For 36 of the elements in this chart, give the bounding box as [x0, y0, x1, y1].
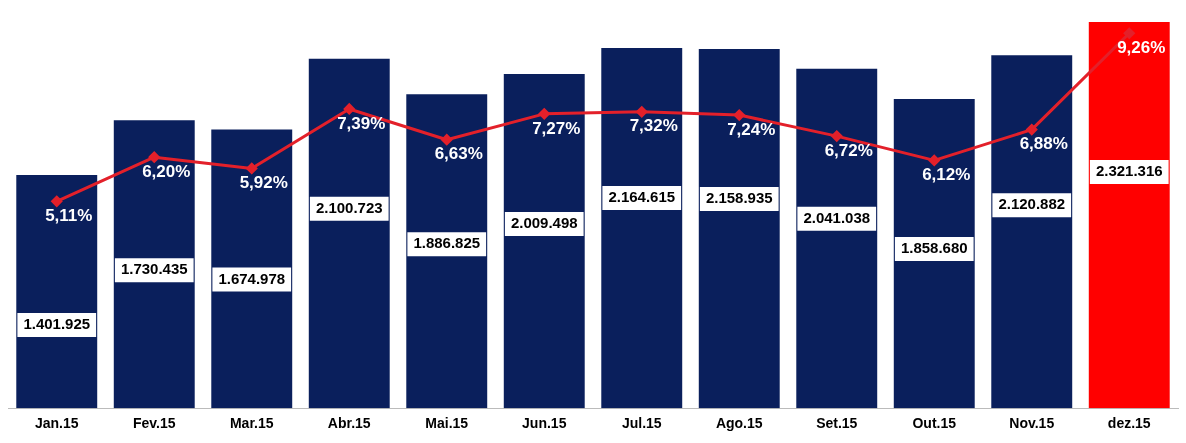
data-label: 1.730.435: [120, 260, 188, 278]
data-label: 2.041.038: [803, 208, 871, 226]
data-label: 9,26%: [1117, 37, 1166, 57]
x-tick-label: Nov.15: [1009, 415, 1055, 432]
x-tick-label: Out.15: [912, 415, 957, 432]
x-tick-label: Jul.15: [621, 415, 662, 432]
data-label: 1.674.978: [218, 269, 286, 287]
x-tick-label: Set.15: [816, 415, 858, 432]
x-tick-label: Jan.15: [34, 415, 79, 432]
data-label: 1.401.925: [23, 315, 91, 333]
x-tick-label: Jun.15: [522, 415, 567, 432]
x-tick-label: Ago.15: [715, 415, 763, 432]
x-tick-label: Fev.15: [132, 415, 176, 432]
data-label: 2.120.882: [998, 195, 1066, 213]
data-label: 6,20%: [142, 161, 191, 181]
x-tick-label: Mai.15: [425, 415, 469, 432]
data-label: 2.164.615: [608, 188, 676, 206]
data-label: 7,27%: [532, 118, 581, 138]
data-label: 2.100.723: [315, 198, 383, 216]
data-label: 7,32%: [629, 116, 678, 136]
data-label: 6,63%: [434, 144, 483, 164]
data-label: 6,88%: [1019, 134, 1068, 154]
data-label: 7,39%: [337, 113, 386, 133]
data-label: 2.321.316: [1095, 162, 1163, 180]
data-label: 2.009.498: [510, 214, 578, 232]
data-label: 6,12%: [922, 165, 971, 185]
x-tick-label: Abr.15: [327, 415, 371, 432]
data-label: 5,11%: [45, 205, 93, 225]
data-label: 7,24%: [727, 119, 776, 139]
x-tick-label: Mar.15: [229, 415, 274, 432]
data-label: 5,92%: [239, 173, 288, 193]
data-label: 2.158.935: [705, 189, 773, 207]
data-label: 1.886.825: [413, 234, 481, 252]
data-label: 1.858.680: [900, 239, 968, 257]
data-label: 6,72%: [824, 140, 873, 160]
x-tick-label: dez.15: [1107, 415, 1151, 432]
